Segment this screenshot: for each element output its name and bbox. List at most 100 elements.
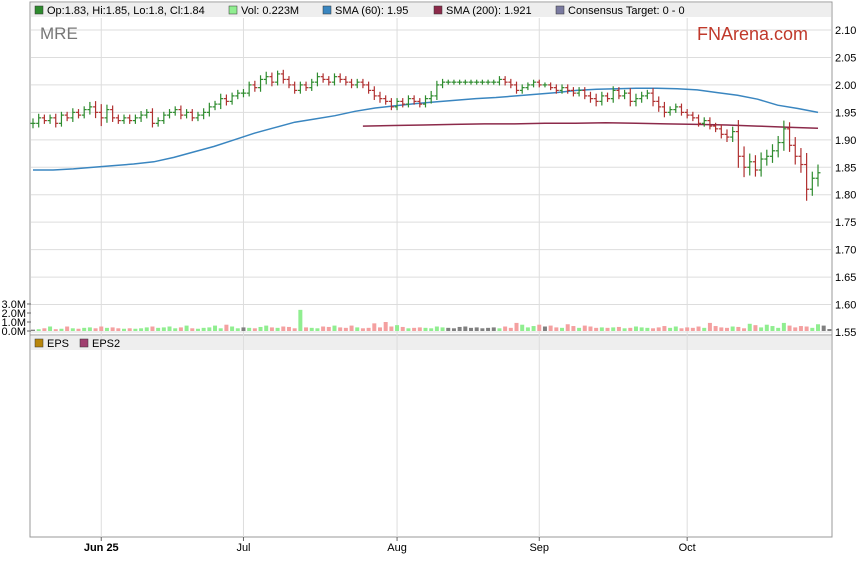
ohlc-bar bbox=[161, 111, 167, 124]
ohlc-bar bbox=[724, 129, 730, 143]
ohlc-bar bbox=[764, 149, 770, 166]
ohlc-bar bbox=[167, 109, 173, 119]
ohlc-bar bbox=[280, 69, 286, 84]
ohlc-bar bbox=[474, 79, 480, 85]
ohlc-bar bbox=[343, 76, 349, 86]
volume-tick-label: 0.0M bbox=[2, 326, 26, 338]
ohlc-bar bbox=[451, 79, 457, 85]
volume-bar bbox=[662, 326, 667, 331]
ohlc-bar bbox=[212, 100, 218, 111]
ohlc-bar bbox=[331, 73, 337, 86]
ohlc-bar bbox=[787, 122, 793, 152]
price-tick-label: 1.95 bbox=[835, 107, 856, 119]
ohlc-bar bbox=[223, 94, 229, 106]
ohlc-bar bbox=[320, 73, 326, 83]
volume-bar bbox=[360, 328, 365, 331]
brand-logo: FNArena.com bbox=[697, 24, 808, 44]
volume-bar bbox=[218, 328, 223, 331]
ohlc-bar bbox=[548, 82, 554, 91]
volume-bar bbox=[150, 326, 155, 331]
volume-bar bbox=[690, 327, 695, 331]
ohlc-bar bbox=[616, 87, 622, 100]
volume-bar bbox=[440, 327, 445, 331]
volume-bar bbox=[713, 326, 718, 331]
volume-bar bbox=[133, 328, 138, 331]
ohlc-bar bbox=[610, 86, 616, 103]
ohlc-bar bbox=[240, 89, 246, 98]
volume-bar bbox=[639, 327, 644, 331]
ohlc-bar bbox=[104, 104, 110, 123]
volume-bar bbox=[252, 328, 257, 331]
ohlc-bar bbox=[639, 91, 645, 103]
volume-bar bbox=[36, 329, 41, 331]
volume-bar bbox=[577, 327, 582, 331]
ohlc-bar bbox=[462, 79, 468, 85]
ohlc-bar bbox=[81, 106, 87, 119]
volume-bar bbox=[315, 328, 320, 331]
ohlc-bar bbox=[502, 76, 508, 86]
volume-bar bbox=[93, 328, 98, 331]
ohlc-bar bbox=[30, 118, 36, 129]
price-tick-label: 2.10 bbox=[835, 25, 856, 37]
price-tick-label: 1.85 bbox=[835, 162, 856, 174]
volume-bar bbox=[292, 328, 297, 331]
volume-bar bbox=[651, 328, 656, 331]
volume-bar bbox=[167, 326, 172, 331]
ohlc-bar bbox=[582, 87, 588, 100]
volume-bar bbox=[457, 326, 462, 331]
volume-bar bbox=[65, 326, 70, 331]
volume-bar bbox=[31, 329, 35, 331]
ohlc-bar bbox=[98, 104, 104, 127]
volume-bar bbox=[383, 322, 388, 331]
volume-bar bbox=[685, 327, 690, 331]
ohlc-bar bbox=[815, 164, 821, 187]
legend-consensus: Consensus Target: 0 - 0 bbox=[568, 5, 685, 17]
volume-bar bbox=[565, 324, 570, 331]
volume-bar bbox=[776, 327, 781, 331]
volume-bar bbox=[599, 327, 604, 331]
ohlc-bar bbox=[587, 91, 593, 103]
ohlc-bar bbox=[650, 88, 656, 107]
ohlc-bar bbox=[696, 114, 702, 127]
volume-bar bbox=[224, 324, 229, 331]
ohlc-bar bbox=[644, 89, 650, 100]
legend-ohlc-swatch bbox=[34, 5, 44, 15]
ohlc-bar bbox=[553, 84, 559, 94]
ohlc-bar bbox=[752, 155, 758, 177]
price-panel-frame bbox=[29, 1, 833, 336]
volume-bar bbox=[616, 326, 621, 331]
volume-bar bbox=[742, 328, 747, 331]
price-tick-label: 1.75 bbox=[835, 217, 856, 229]
volume-bar bbox=[286, 326, 291, 331]
volume-bar bbox=[59, 328, 64, 331]
ohlc-bar bbox=[593, 93, 599, 107]
ohlc-bar bbox=[246, 81, 252, 97]
ohlc-bar bbox=[349, 78, 355, 89]
eps-legend: EPS EPS2 bbox=[34, 338, 120, 350]
volume-bar bbox=[349, 325, 354, 331]
ohlc-bar bbox=[41, 114, 47, 124]
ohlc-bar bbox=[445, 79, 451, 85]
volume-bar bbox=[679, 328, 684, 331]
volume-bar bbox=[366, 327, 371, 331]
ohlc-bar bbox=[337, 73, 343, 83]
ohlc-bar bbox=[559, 84, 565, 94]
legend-eps2: EPS2 bbox=[92, 338, 120, 350]
ohlc-bar bbox=[769, 144, 775, 163]
sma200-layer bbox=[362, 122, 819, 130]
ohlc-bar bbox=[366, 81, 372, 94]
volume-bar bbox=[594, 327, 599, 331]
ohlc-bar bbox=[127, 114, 133, 124]
ohlc-bar bbox=[201, 108, 207, 120]
ohlc-bar bbox=[673, 103, 679, 113]
volume-bar bbox=[525, 327, 530, 331]
ohlc-bar bbox=[576, 87, 582, 97]
ohlc-bar bbox=[149, 108, 155, 128]
eps-panel-frame bbox=[29, 334, 833, 538]
volume-bar bbox=[275, 327, 280, 331]
legend-eps-swatch bbox=[34, 338, 44, 348]
ohlc-bar bbox=[70, 108, 76, 122]
volume-bar bbox=[747, 323, 752, 331]
volume-bar bbox=[804, 326, 809, 331]
